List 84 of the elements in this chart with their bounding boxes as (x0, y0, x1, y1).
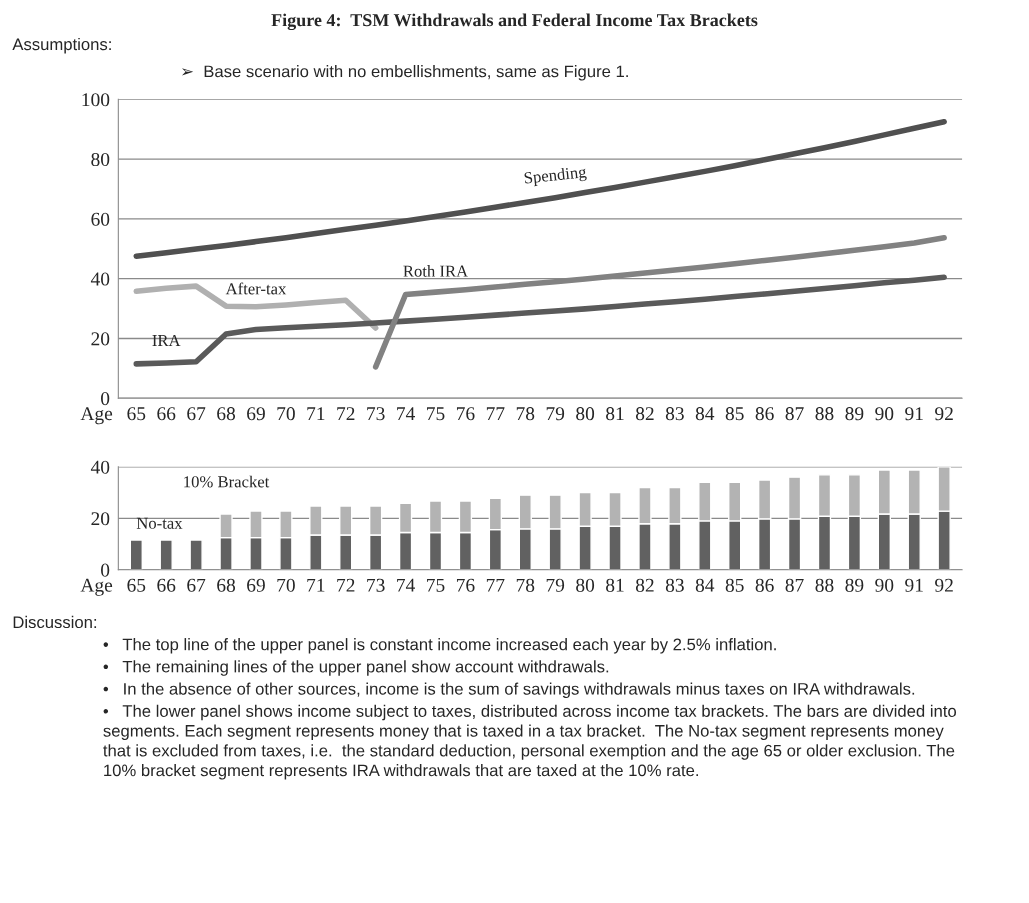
chart-title: Figure 4: TSM Withdrawals and Federal Income Tax Brackets (271, 13, 758, 31)
x-tick-label: 78 (516, 578, 535, 592)
text: Discussion: (13, 615, 97, 629)
x-tick-label: 87 (785, 578, 804, 592)
x-tick-label: 85 (725, 407, 744, 421)
x-tick-label: 68 (217, 578, 236, 592)
x-tick-label: 76 (456, 578, 475, 592)
bar (189, 539, 203, 570)
y-tick-label: 20 (91, 512, 110, 526)
x-tick-label: 76 (456, 407, 475, 421)
bar (129, 539, 143, 570)
x-tick-label: 86 (755, 578, 774, 592)
y-tick-label: 40 (90, 460, 110, 474)
x-tick-label: 68 (217, 407, 236, 421)
x-tick-label: 69 (247, 407, 265, 421)
y-tick-label: 80 (91, 152, 110, 167)
x-tick-label: 67 (187, 407, 206, 421)
text: Spending (524, 165, 587, 188)
y-tick-label: 60 (91, 212, 110, 226)
y-tick-label: 40 (90, 272, 110, 286)
x-tick-label: 84 (695, 407, 715, 421)
x-tick-label: 78 (516, 407, 535, 421)
x-tick-label: 73 (367, 407, 385, 421)
text: ➢ Base scenario with no embellishments, same as Figure 1. (181, 65, 628, 81)
x-tick-label: 77 (486, 578, 505, 592)
series-label: IRA (152, 334, 181, 346)
x-tick-label: 73 (367, 578, 385, 592)
x-tick-label: 81 (606, 578, 624, 592)
x-tick-label: 90 (875, 578, 894, 592)
x-tick-label: 81 (606, 407, 624, 421)
x-tick-label: 65 (127, 407, 146, 421)
series-label: 10% Bracket (184, 475, 270, 488)
x-tick-label: 92 (935, 578, 953, 592)
bar (159, 539, 173, 570)
x-tick-label: 82 (635, 407, 654, 421)
x-tick-label: 70 (277, 578, 295, 592)
x-tick-label: 67 (187, 578, 206, 592)
x-tick-label: 65 (127, 578, 146, 592)
series-label: Roth IRA (403, 265, 469, 277)
text: • The remaining lines of the upper panel show account withdrawals. (103, 660, 609, 676)
x-tick-label: 91 (905, 578, 923, 592)
x-tick-label: 70 (277, 407, 295, 421)
series-label: After-tax (225, 282, 287, 295)
x-tick-label: 82 (635, 578, 654, 592)
x-tick-label: 72 (337, 578, 355, 592)
x-tick-label: 79 (546, 578, 565, 592)
x-tick-label: 90 (875, 407, 894, 421)
text: • The lower panel shows income subject to taxes, distributed across income tax brackets. The bars are divided into segments. Each segment represents money that is taxed in a tax bracket. The No-tax segment represents money that is excluded from taxes, i.e. the standard deduction, personal exemption and the age 65 or older exclusion. The 10% bracket segment represents IRA withdrawals that are taxed at the 10% rate. (103, 704, 957, 780)
x-tick-label: 85 (725, 578, 744, 592)
x-tick-label: 74 (397, 578, 415, 592)
x-tick-label: 77 (486, 407, 505, 421)
x-tick-label: 75 (427, 578, 445, 592)
x-tick-label: 72 (337, 407, 355, 421)
x-tick-label: 71 (307, 578, 325, 592)
x-tick-label: 74 (397, 407, 415, 421)
x-tick-label: 75 (427, 407, 445, 421)
text: • The top line of the upper panel is constant income increased each year by 2.5% inflation. (103, 638, 776, 654)
x-tick-label: 92 (935, 407, 953, 421)
x-tick-label: 86 (755, 407, 774, 421)
x-tick-label: 88 (815, 578, 834, 592)
x-tick-label: 89 (845, 407, 864, 421)
x-tick-label: 83 (665, 578, 684, 592)
x-tick-label: 69 (247, 578, 265, 592)
y-tick-label: 100 (82, 93, 110, 107)
x-tick-label: 71 (307, 407, 325, 421)
x-tick-label: 66 (157, 578, 176, 592)
x-tick-label: 66 (157, 407, 176, 421)
y-tick-label: 0 (101, 563, 110, 577)
series-label: No-tax (136, 517, 183, 529)
x-tick-label: 79 (546, 407, 565, 421)
y-tick-label: 20 (91, 332, 110, 346)
x-tick-label: 88 (815, 407, 834, 421)
x-axis-title: Age (80, 578, 113, 596)
x-tick-label: 80 (576, 407, 595, 421)
x-tick-label: 80 (576, 578, 595, 592)
x-tick-label: 91 (905, 407, 923, 421)
x-tick-label: 84 (695, 578, 715, 592)
x-tick-label: 89 (845, 578, 864, 592)
x-axis-title: Age (80, 407, 113, 425)
x-tick-label: 83 (665, 407, 684, 421)
y-tick-label: 0 (101, 392, 110, 406)
chart-subtitle: Assumptions: (12, 37, 111, 54)
x-tick-label: 87 (785, 407, 804, 421)
text: • In the absence of other sources, income is the sum of savings withdrawals minus taxes on IRA withdrawals. (103, 682, 915, 699)
